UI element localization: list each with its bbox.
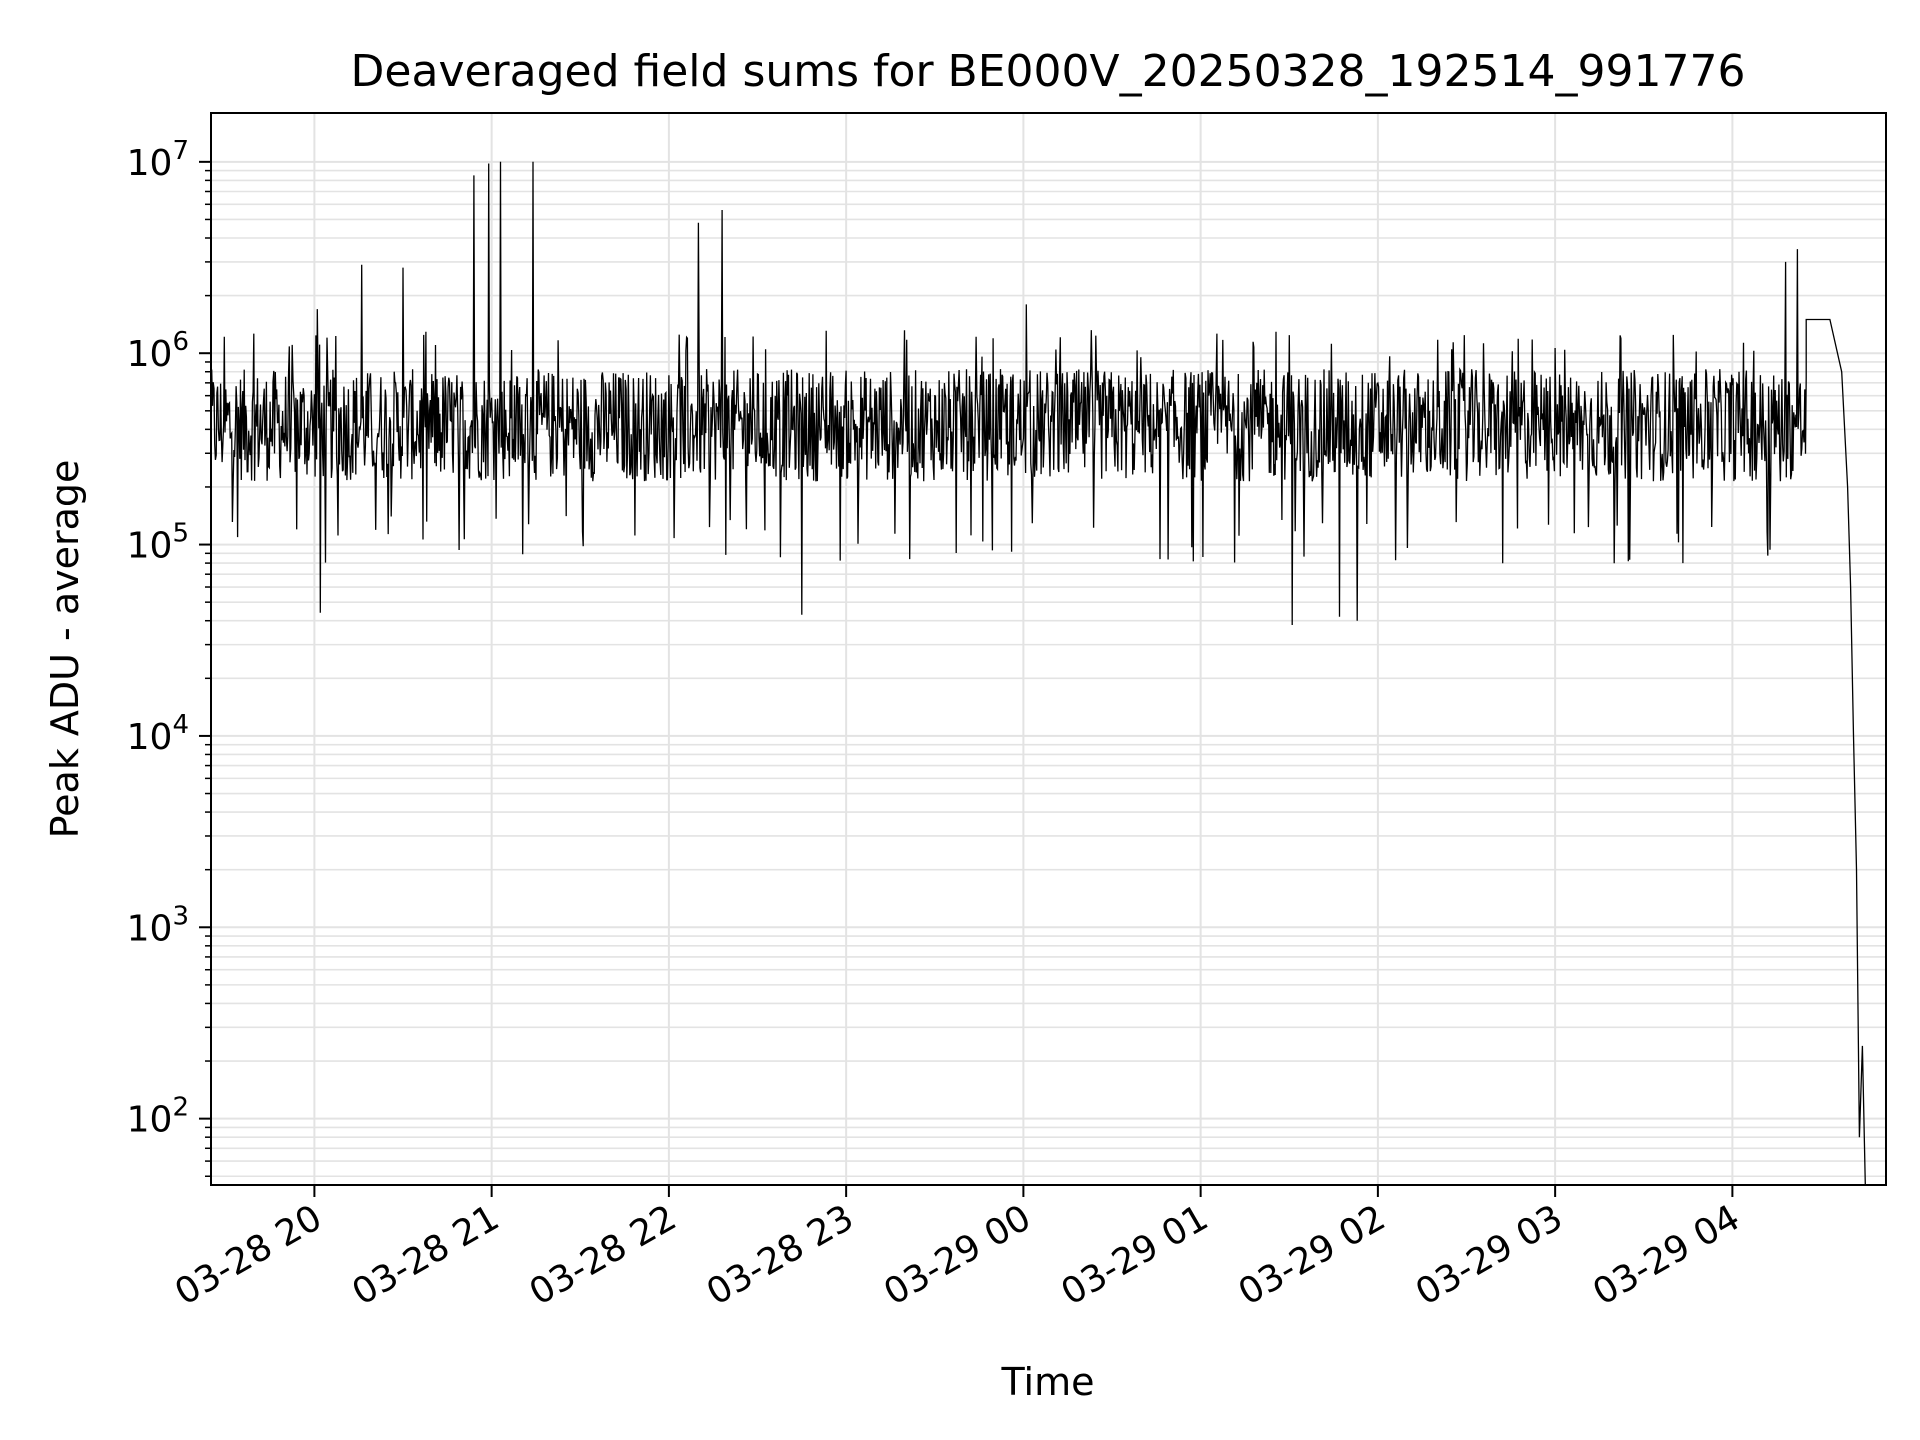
y-tick-label: 107 xyxy=(127,136,189,184)
series-line xyxy=(210,161,1866,1186)
y-tick-label: 105 xyxy=(127,519,189,567)
y-axis: 102 103 104 105 106 107 xyxy=(127,136,211,1177)
y-tick-label: 103 xyxy=(127,901,189,949)
grid-lines xyxy=(211,113,1886,1185)
y-tick-label: 104 xyxy=(127,710,189,758)
x-axis-label: Time xyxy=(1001,1360,1095,1404)
y-axis-label: Peak ADU - average xyxy=(43,460,87,839)
y-tick-label: 102 xyxy=(127,1093,189,1141)
chart-title: Deaveraged field sums for BE000V_2025032… xyxy=(351,46,1746,97)
plot-frame xyxy=(210,112,1887,1186)
y-tick-label: 106 xyxy=(127,327,189,375)
